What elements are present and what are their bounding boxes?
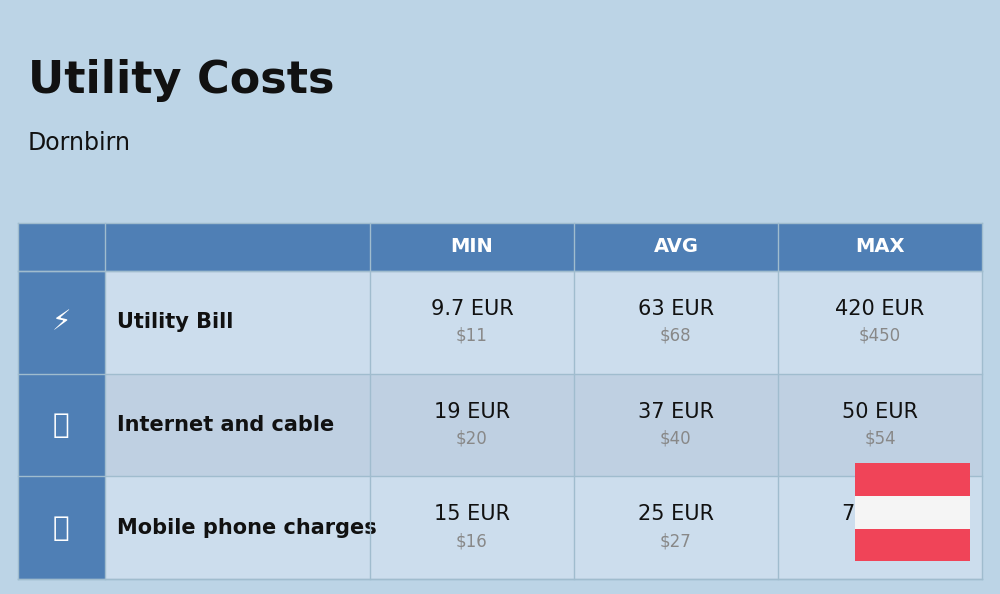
Text: $11: $11 (456, 327, 488, 345)
Text: 50 EUR: 50 EUR (842, 402, 918, 422)
Text: MIN: MIN (451, 238, 493, 256)
Text: $81: $81 (864, 532, 896, 550)
Text: 37 EUR: 37 EUR (638, 402, 714, 422)
Text: Dornbirn: Dornbirn (28, 131, 131, 154)
Text: 420 EUR: 420 EUR (835, 299, 925, 319)
Text: 📡: 📡 (53, 411, 70, 439)
FancyBboxPatch shape (18, 476, 105, 579)
FancyBboxPatch shape (18, 374, 105, 476)
FancyBboxPatch shape (18, 271, 982, 374)
Text: Utility Costs: Utility Costs (28, 59, 334, 102)
Text: MAX: MAX (855, 238, 905, 256)
FancyBboxPatch shape (855, 496, 970, 529)
Text: Utility Bill: Utility Bill (117, 312, 233, 332)
Text: Internet and cable: Internet and cable (117, 415, 334, 435)
Text: 19 EUR: 19 EUR (434, 402, 510, 422)
Text: $16: $16 (456, 532, 488, 550)
Text: $54: $54 (864, 429, 896, 447)
Text: $20: $20 (456, 429, 488, 447)
FancyBboxPatch shape (855, 463, 970, 496)
Text: $450: $450 (859, 327, 901, 345)
FancyBboxPatch shape (18, 271, 105, 374)
Text: 25 EUR: 25 EUR (638, 504, 714, 525)
Text: Mobile phone charges: Mobile phone charges (117, 518, 377, 538)
Text: $68: $68 (660, 327, 692, 345)
FancyBboxPatch shape (855, 529, 970, 561)
FancyBboxPatch shape (18, 223, 982, 271)
Text: $27: $27 (660, 532, 692, 550)
Text: 9.7 EUR: 9.7 EUR (431, 299, 513, 319)
Text: 74 EUR: 74 EUR (842, 504, 918, 525)
Text: 63 EUR: 63 EUR (638, 299, 714, 319)
Text: ⚡: ⚡ (52, 308, 71, 336)
FancyBboxPatch shape (18, 476, 982, 579)
Text: 15 EUR: 15 EUR (434, 504, 510, 525)
FancyBboxPatch shape (18, 374, 982, 476)
Text: AVG: AVG (653, 238, 698, 256)
Text: 📱: 📱 (53, 514, 70, 542)
Text: $40: $40 (660, 429, 692, 447)
